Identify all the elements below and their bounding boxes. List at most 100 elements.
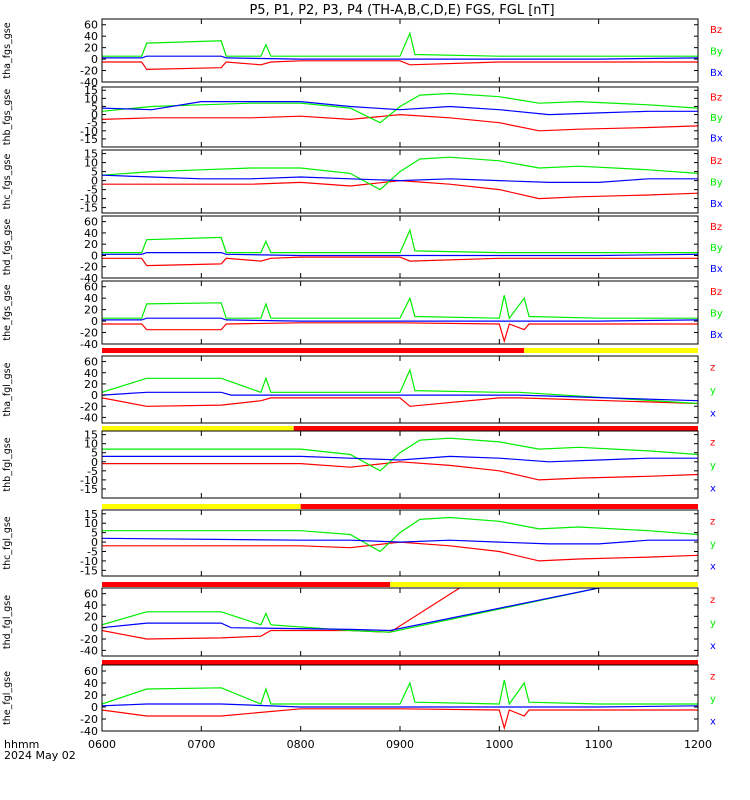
legend-z: Bz bbox=[710, 156, 722, 167]
series-line-x bbox=[102, 391, 698, 402]
y-axis-label: thc_fgl_gse bbox=[2, 516, 13, 569]
y-tick-label: 10 bbox=[84, 157, 98, 170]
x-tick-label: 1200 bbox=[684, 738, 712, 751]
mode-bar-yellow bbox=[390, 582, 698, 587]
y-tick-label: -20 bbox=[80, 633, 98, 646]
series-line-x bbox=[102, 703, 698, 708]
series-line-x bbox=[102, 174, 698, 183]
y-tick-label: 20 bbox=[84, 689, 98, 702]
y-tick-label: -5 bbox=[87, 465, 98, 478]
legend-x: x bbox=[710, 716, 716, 727]
legend-x: Bx bbox=[710, 264, 723, 275]
y-tick-label: -10 bbox=[80, 193, 98, 206]
y-tick-label: 60 bbox=[84, 665, 98, 678]
series-line-z bbox=[102, 322, 698, 344]
series-line-x bbox=[102, 455, 698, 463]
x-tick-label: 0600 bbox=[88, 738, 116, 751]
y-tick-label: -20 bbox=[80, 713, 98, 726]
mode-bar-red bbox=[293, 426, 698, 431]
y-axis-label: thb_fgl_gse bbox=[2, 437, 13, 491]
y-tick-label: 10 bbox=[84, 517, 98, 530]
legend-x: Bx bbox=[710, 330, 723, 341]
y-tick-label: 20 bbox=[84, 42, 98, 55]
legend-z: Bz bbox=[710, 25, 722, 36]
y-tick-label: 15 bbox=[84, 429, 98, 442]
y-axis-label: thd_fgl_gse bbox=[2, 595, 13, 649]
legend-y: By bbox=[710, 113, 723, 124]
series-line-y bbox=[102, 31, 698, 57]
series-line-z bbox=[102, 588, 460, 640]
series-line-z bbox=[102, 179, 698, 200]
y-tick-label: 0 bbox=[91, 701, 98, 714]
panel-frame bbox=[101, 280, 699, 345]
legend-y: By bbox=[710, 243, 723, 254]
y-tick-label: -15 bbox=[80, 564, 98, 577]
y-tick-label: -5 bbox=[87, 117, 98, 130]
y-tick-label: -40 bbox=[80, 644, 98, 657]
series-line-z bbox=[102, 708, 698, 731]
y-tick-label: 60 bbox=[84, 281, 98, 294]
legend-x: x bbox=[710, 408, 716, 419]
series-line-z bbox=[102, 397, 698, 407]
y-tick-label: 40 bbox=[84, 599, 98, 612]
y-axis-label: tha_fgl_gse bbox=[2, 362, 13, 416]
x-axis-label-hhmm: hhmm bbox=[4, 738, 39, 751]
series-line-x bbox=[102, 588, 599, 632]
series-line-z bbox=[102, 113, 698, 132]
y-tick-label: 0 bbox=[91, 536, 98, 549]
y-axis-label: thd_fgs_gse bbox=[2, 219, 13, 276]
series-line-y bbox=[102, 228, 698, 254]
legend-z: z bbox=[710, 672, 715, 683]
y-tick-label: -40 bbox=[80, 411, 98, 424]
series-line-y bbox=[102, 156, 698, 191]
series-line-y bbox=[102, 295, 698, 320]
legend-z: Bz bbox=[710, 222, 722, 233]
y-tick-label: 60 bbox=[84, 216, 98, 229]
panel-frame bbox=[101, 86, 699, 148]
y-axis-label: thc_fgs_gse bbox=[2, 154, 13, 210]
legend-y: y bbox=[710, 386, 716, 397]
legend-y: y bbox=[710, 461, 716, 472]
y-tick-label: 60 bbox=[84, 356, 98, 369]
y-tick-label: -40 bbox=[80, 725, 98, 738]
y-tick-label: 60 bbox=[84, 588, 98, 601]
y-tick-label: -40 bbox=[80, 338, 98, 351]
panel-frame bbox=[101, 664, 699, 732]
x-tick-label: 1000 bbox=[485, 738, 513, 751]
y-tick-label: 5 bbox=[91, 166, 98, 179]
mode-bar-red bbox=[102, 582, 391, 587]
y-tick-label: -20 bbox=[80, 400, 98, 413]
legend-z: Bz bbox=[710, 287, 722, 298]
series-line-y bbox=[102, 679, 698, 706]
panel-frame bbox=[101, 18, 699, 83]
y-tick-label: 15 bbox=[84, 84, 98, 97]
y-tick-label: -15 bbox=[80, 202, 98, 215]
y-axis-label: the_fgl_gse bbox=[2, 671, 13, 725]
legend-x: Bx bbox=[710, 68, 723, 79]
y-tick-label: 20 bbox=[84, 238, 98, 251]
mode-bar-red bbox=[300, 504, 698, 509]
y-tick-label: -15 bbox=[80, 133, 98, 146]
legend-x: Bx bbox=[710, 133, 723, 144]
series-line-x bbox=[102, 537, 698, 545]
y-tick-label: -10 bbox=[80, 555, 98, 568]
x-tick-label: 1100 bbox=[585, 738, 613, 751]
y-tick-label: 5 bbox=[91, 447, 98, 460]
y-tick-label: 10 bbox=[84, 438, 98, 451]
x-tick-label: 0900 bbox=[386, 738, 414, 751]
x-tick-label: 0800 bbox=[287, 738, 315, 751]
legend-z: z bbox=[710, 438, 715, 449]
series-line-y bbox=[102, 588, 599, 633]
y-tick-label: 40 bbox=[84, 227, 98, 240]
y-tick-label: 15 bbox=[84, 508, 98, 521]
series-line-y bbox=[102, 368, 698, 405]
panel-frame bbox=[101, 430, 699, 499]
